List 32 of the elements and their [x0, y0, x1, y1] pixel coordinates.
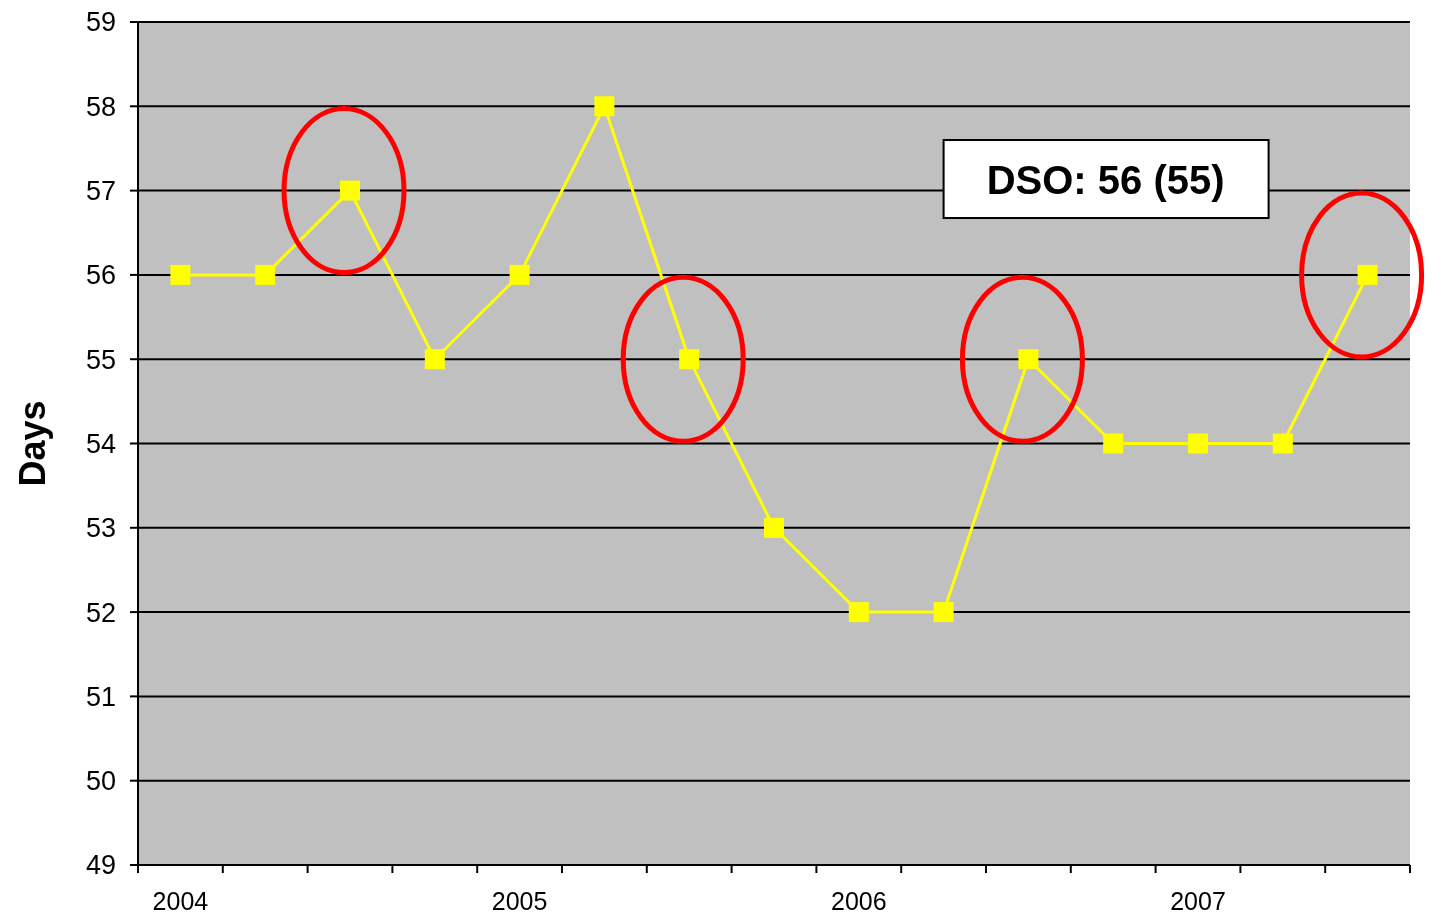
point: [340, 180, 360, 201]
point: [933, 602, 954, 623]
point: [679, 349, 700, 370]
y-tick-label: 55: [85, 344, 116, 375]
y-tick-label: 57: [85, 176, 116, 207]
point: [764, 517, 784, 538]
y-tick-label: 51: [85, 681, 116, 712]
y-tick-label: 52: [85, 597, 116, 628]
y-tick-label: 53: [85, 513, 116, 544]
point: [1018, 349, 1039, 370]
y-tick-label: 59: [85, 7, 116, 38]
point: [1357, 264, 1378, 285]
y-tick-label: 54: [85, 428, 116, 459]
annotation: DSO: 56 (55): [986, 158, 1225, 203]
point: [1188, 433, 1208, 454]
y-tick-label: 50: [85, 766, 116, 797]
y-tick-label: 58: [85, 91, 116, 122]
x-tick-label: 2005: [491, 887, 548, 915]
point: [509, 264, 530, 285]
point: [255, 264, 276, 285]
y-tick-label: 56: [85, 260, 116, 291]
point: [1103, 433, 1124, 454]
point: [848, 602, 869, 623]
point: [424, 349, 445, 370]
y-tick-label: 49: [85, 850, 116, 881]
x-tick-label: 2007: [1170, 887, 1226, 915]
x-tick-label: 2006: [830, 887, 887, 915]
point: [1272, 433, 1293, 454]
point: [594, 96, 615, 117]
x-tick-label: 2004: [152, 887, 209, 915]
point: [170, 264, 191, 285]
y-axis-title: Days: [12, 400, 53, 487]
